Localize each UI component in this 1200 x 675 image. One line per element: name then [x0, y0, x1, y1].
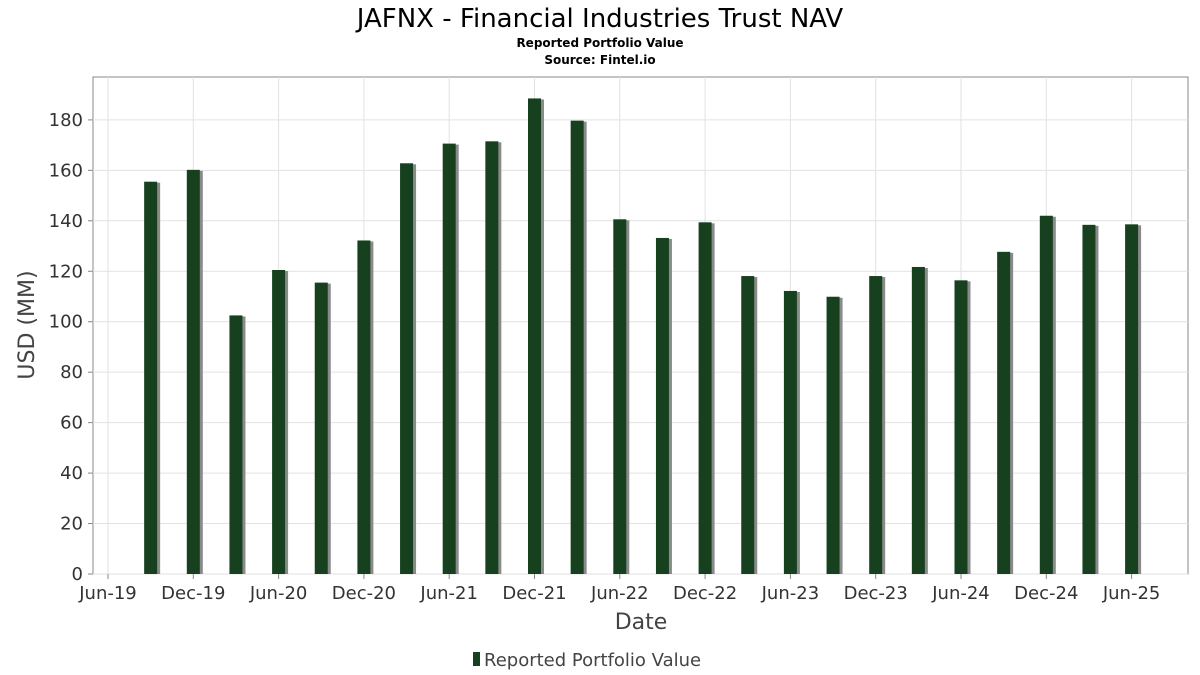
y-tick-label: 20 [60, 514, 83, 535]
legend-label: Reported Portfolio Value [484, 650, 701, 671]
bar [698, 222, 712, 574]
x-tick-label: Jun-24 [931, 583, 990, 604]
bar [613, 219, 627, 574]
bar [997, 251, 1011, 574]
y-tick-label: 160 [49, 160, 83, 181]
axes: 0 20 40 60 80 100 120 140 160 180 Jun-19 Dec-19 Jun-… [49, 110, 1161, 604]
x-tick-label: Jun-25 [1102, 583, 1161, 604]
bar [1039, 215, 1053, 574]
legend: Reported Portfolio Value [473, 650, 701, 671]
bar [272, 269, 286, 574]
bar [357, 240, 371, 574]
chart-source: Source: Fintel.io [544, 53, 655, 67]
y-tick-label: 100 [49, 312, 83, 333]
bar [229, 315, 243, 574]
bar [442, 143, 456, 575]
bar [186, 169, 200, 574]
x-tick-label: Jun-22 [590, 583, 649, 604]
y-tick-label: 180 [49, 110, 83, 131]
bar [783, 290, 797, 574]
bars [144, 98, 1142, 575]
x-tick-label: Dec-24 [1014, 583, 1078, 604]
chart-title: JAFNX - Financial Industries Trust NAV [355, 4, 844, 34]
chart-subtitle: Reported Portfolio Value [516, 36, 683, 50]
y-tick-label: 60 [60, 413, 83, 434]
x-tick-label: Dec-21 [502, 583, 566, 604]
plot-area [92, 76, 1189, 575]
x-tick-label: Dec-20 [332, 583, 396, 604]
y-tick-label: 80 [60, 362, 83, 383]
x-tick-label: Dec-22 [673, 583, 737, 604]
bar [911, 266, 925, 574]
bar [655, 237, 669, 574]
bar [314, 282, 328, 574]
x-tick-label: Jun-21 [419, 583, 478, 604]
bar [400, 163, 414, 574]
y-tick-label: 120 [49, 261, 83, 282]
bar [144, 181, 158, 574]
y-axis-title: USD (MM) [15, 270, 40, 379]
x-tick-label: Dec-23 [844, 583, 908, 604]
bar [1082, 224, 1096, 575]
x-tick-label: Jun-23 [761, 583, 820, 604]
bar [954, 280, 968, 574]
bar [570, 120, 584, 575]
bar [1125, 224, 1139, 574]
x-tick-label: Dec-19 [161, 583, 225, 604]
legend-swatch [473, 652, 480, 666]
bar [869, 276, 883, 574]
x-axis-title: Date [615, 610, 668, 635]
bar [528, 98, 541, 575]
bar [741, 276, 755, 574]
x-tick-label: Jun-19 [78, 583, 137, 604]
y-tick-label: 40 [60, 463, 83, 484]
x-tick-label: Jun-20 [249, 583, 308, 604]
y-tick-label: 0 [72, 564, 83, 585]
bar [826, 296, 840, 574]
bar [485, 141, 499, 574]
y-tick-label: 140 [49, 211, 83, 232]
